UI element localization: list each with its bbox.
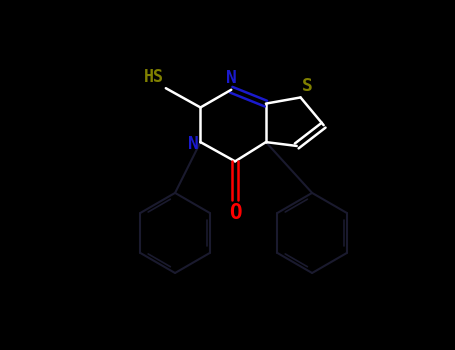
Text: S: S [302, 77, 313, 95]
Text: N: N [226, 69, 237, 87]
Text: HS: HS [144, 68, 164, 86]
Text: O: O [229, 203, 242, 223]
Text: N: N [188, 135, 199, 153]
